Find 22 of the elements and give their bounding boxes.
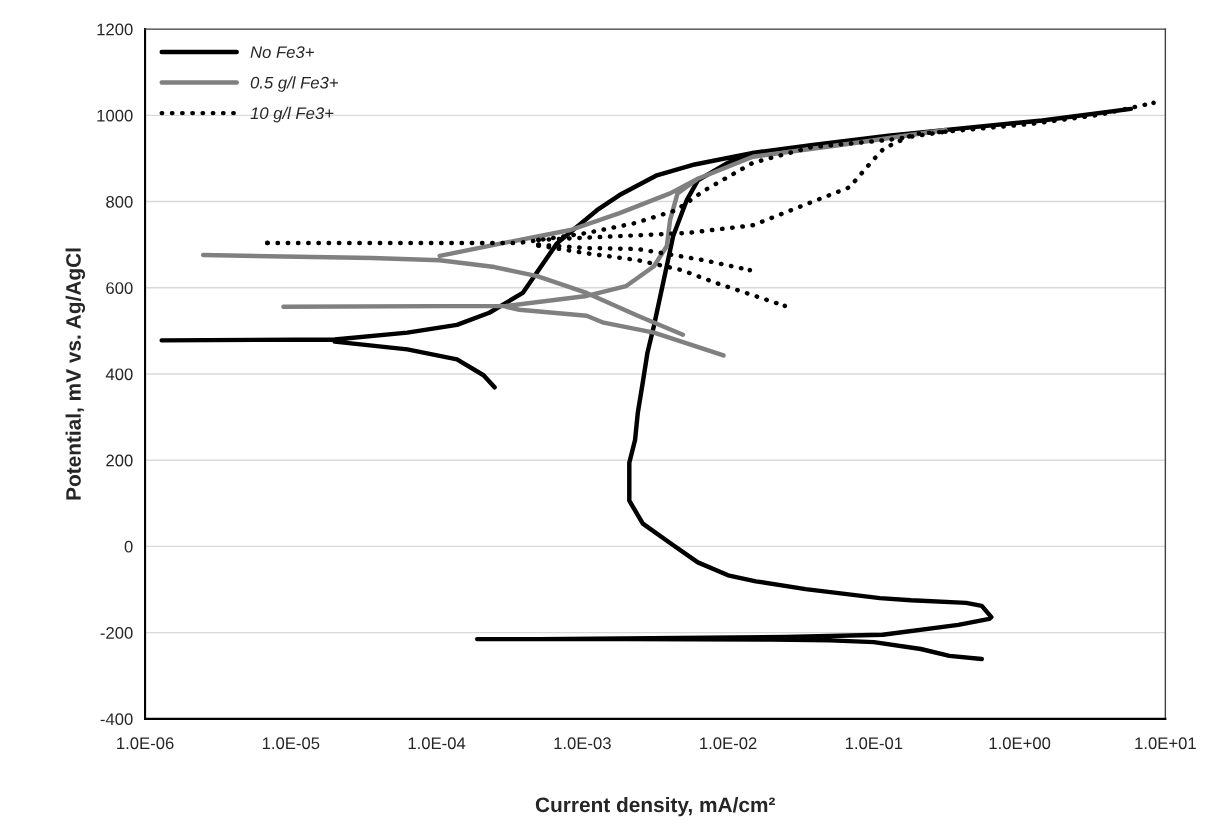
x-tick-label: 1.0E+01 — [1135, 737, 1196, 750]
y-tick-label: 200 — [106, 454, 133, 467]
y-tick-label: 800 — [106, 195, 133, 208]
y-tick-label: -200 — [100, 627, 133, 639]
x-axis-title: Current density, mA/cm² — [535, 796, 775, 817]
x-tick-label: 1.0E-05 — [262, 737, 320, 750]
y-tick-label: -400 — [100, 713, 133, 726]
x-tick-label: 1.0E-06 — [117, 737, 174, 750]
x-tick-label: 1.0E-02 — [700, 737, 757, 750]
x-tick-label: 1.0E+00 — [989, 737, 1051, 750]
y-tick-label: 400 — [105, 368, 133, 381]
legend-label: 0.5 g/l Fe3+ — [250, 76, 338, 92]
legend-label: 10 g/l Fe3+ — [250, 106, 334, 123]
y-tick-label: 600 — [106, 282, 133, 294]
y-tick-label: 1200 — [97, 23, 133, 36]
y-axis-title: Potential, mV vs. Ag/AgCl — [65, 248, 86, 500]
legend-label: No Fe3+ — [250, 46, 314, 59]
x-tick-label: 1.0E-04 — [408, 737, 466, 750]
y-tick-label: 0 — [124, 540, 133, 553]
x-tick-label: 1.0E-01 — [845, 737, 903, 750]
x-tick-label: 1.0E-03 — [554, 737, 611, 750]
y-tick-label: 1000 — [97, 109, 133, 122]
